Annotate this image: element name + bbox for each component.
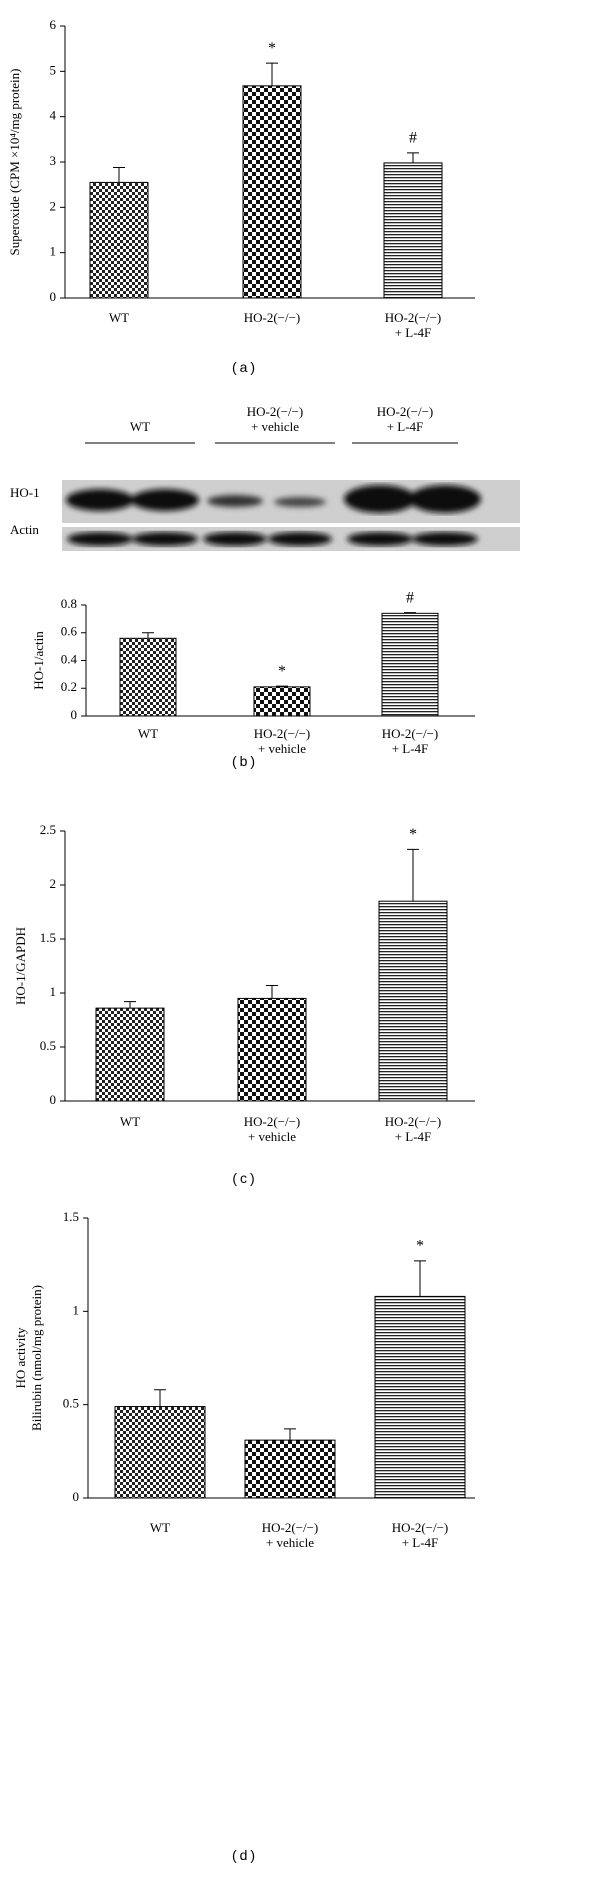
significance-marker: * bbox=[268, 40, 276, 57]
y-tick-label: 1 bbox=[73, 1302, 80, 1317]
bar bbox=[381, 612, 439, 717]
x-tick-label: HO-2(−/−) + L-4F bbox=[384, 310, 442, 340]
blot-group-label: HO-2(−/−) + L-4F bbox=[376, 404, 434, 434]
bar bbox=[374, 1295, 466, 1499]
y-tick-label: 0 bbox=[73, 1489, 80, 1504]
significance-marker: # bbox=[409, 130, 417, 147]
y-tick-label: 1.5 bbox=[40, 930, 56, 945]
bar bbox=[383, 162, 443, 299]
ho1-bands bbox=[66, 485, 481, 513]
significance-marker: * bbox=[278, 663, 286, 680]
x-tick-label: WT bbox=[119, 1114, 141, 1129]
y-tick-label: 0 bbox=[71, 707, 78, 722]
bar bbox=[242, 85, 302, 299]
error-bar bbox=[124, 1001, 136, 1009]
y-tick-label: 2 bbox=[50, 876, 57, 891]
error-bar bbox=[404, 612, 416, 614]
bar bbox=[89, 181, 149, 299]
y-axis-label: Bilirubin (nmol/mg protein) bbox=[29, 1285, 44, 1431]
panel-label: (d) bbox=[231, 1847, 259, 1863]
y-tick-label: 0 bbox=[50, 289, 57, 304]
bar bbox=[114, 1406, 206, 1499]
y-tick-label: 0.6 bbox=[61, 624, 78, 639]
blot-group-label: WT bbox=[129, 419, 151, 434]
significance-marker: * bbox=[409, 826, 417, 843]
x-tick-label: HO-2(−/−) + L-4F bbox=[391, 1520, 449, 1550]
x-tick-label: HO-2(−/−) + L-4F bbox=[381, 726, 439, 756]
bar bbox=[237, 997, 307, 1102]
panel-label: (a) bbox=[231, 359, 259, 375]
error-bar bbox=[407, 152, 419, 163]
y-tick-label: 0.8 bbox=[61, 596, 77, 611]
y-tick-label: 1 bbox=[50, 244, 57, 259]
bar bbox=[95, 1007, 165, 1102]
panel-label: (b) bbox=[231, 753, 259, 769]
y-tick-label: 0.2 bbox=[61, 679, 77, 694]
panel-label: (c) bbox=[232, 1170, 258, 1186]
bar bbox=[378, 900, 448, 1102]
y-tick-label: 3 bbox=[50, 153, 57, 168]
y-axis-label: Superoxide (CPM ×10⁴/mg protein) bbox=[7, 69, 22, 256]
x-tick-label: WT bbox=[137, 726, 159, 741]
y-axis-label: HO activity bbox=[13, 1327, 28, 1389]
y-tick-label: 0 bbox=[50, 1092, 57, 1107]
y-tick-label: 2.5 bbox=[40, 822, 56, 837]
bar bbox=[253, 686, 311, 717]
x-tick-label: WT bbox=[149, 1520, 171, 1535]
y-tick-label: 5 bbox=[50, 62, 57, 77]
error-bar bbox=[414, 1260, 426, 1297]
error-bar bbox=[154, 1389, 166, 1407]
error-bar bbox=[113, 166, 125, 183]
y-axis-label: HO-1/GAPDH bbox=[13, 927, 28, 1005]
y-tick-label: 1 bbox=[50, 984, 57, 999]
x-tick-label: HO-2(−/−) + L-4F bbox=[384, 1114, 442, 1144]
x-tick-label: HO-2(−/−) + vehicle bbox=[253, 726, 311, 756]
error-bar bbox=[407, 848, 419, 902]
error-bar bbox=[284, 1428, 296, 1441]
y-tick-label: 1.5 bbox=[63, 1209, 79, 1224]
y-tick-label: 6 bbox=[50, 17, 57, 32]
y-tick-label: 4 bbox=[50, 108, 57, 123]
error-bar bbox=[266, 984, 278, 999]
blot-row-label: Actin bbox=[10, 522, 39, 537]
y-axis-label: HO-1/actin bbox=[31, 631, 46, 690]
significance-marker: * bbox=[416, 1238, 424, 1255]
y-tick-label: 0.5 bbox=[40, 1038, 56, 1053]
x-tick-label: HO-2(−/−) + vehicle bbox=[243, 1114, 301, 1144]
x-tick-label: HO-2(−/−) + vehicle bbox=[261, 1520, 319, 1550]
bar bbox=[119, 637, 177, 717]
actin-bands bbox=[67, 532, 478, 546]
bar bbox=[244, 1439, 336, 1499]
error-bar bbox=[266, 62, 278, 86]
blot-row-label: HO-1 bbox=[10, 485, 40, 500]
blot-group-label: HO-2(−/−) + vehicle bbox=[246, 404, 304, 434]
y-tick-label: 2 bbox=[50, 198, 57, 213]
x-tick-label: HO-2(−/−) bbox=[243, 310, 301, 325]
y-tick-label: 0.4 bbox=[61, 651, 78, 666]
significance-marker: # bbox=[406, 589, 414, 606]
error-bar bbox=[142, 632, 154, 639]
x-tick-label: WT bbox=[108, 310, 130, 325]
error-bar bbox=[276, 685, 288, 687]
western-blot bbox=[62, 442, 520, 551]
y-tick-label: 0.5 bbox=[63, 1396, 79, 1411]
